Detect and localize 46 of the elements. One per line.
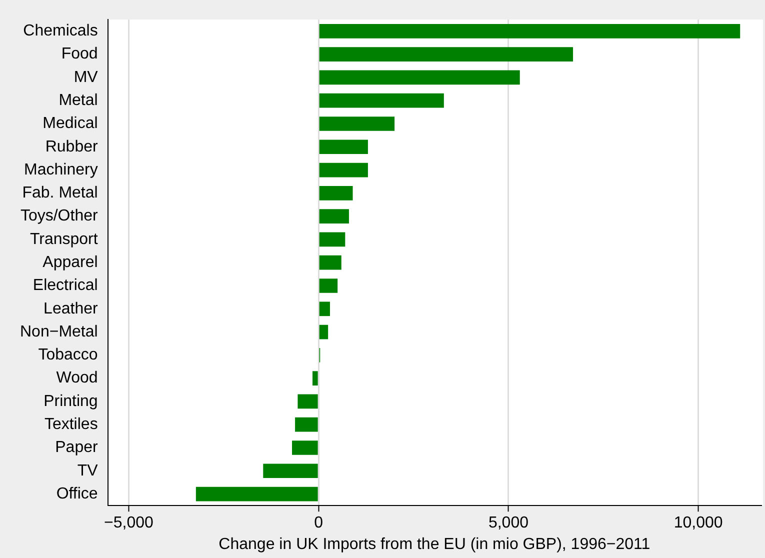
y-tick-label: Leather xyxy=(44,300,98,318)
y-tick-label: Medical xyxy=(42,115,98,132)
bar xyxy=(298,394,318,409)
y-tick-label: Food xyxy=(61,46,98,63)
y-tick-label: Tobacco xyxy=(38,346,98,364)
y-tick-label: Non−Metal xyxy=(20,323,98,340)
bar xyxy=(319,302,330,316)
y-tick-label: Transport xyxy=(30,230,98,248)
bar xyxy=(263,464,318,478)
x-tick-label: 10,000 xyxy=(674,514,723,532)
y-tick-label: Wood xyxy=(56,370,98,387)
bar xyxy=(319,278,338,293)
y-tick-label: Electrical xyxy=(32,277,98,294)
y-tick-label: Textiles xyxy=(44,416,98,434)
bar xyxy=(319,70,520,85)
bar xyxy=(319,140,368,154)
y-tick-label: Metal xyxy=(58,92,98,110)
y-tick-label: Rubber xyxy=(45,138,98,156)
y-tick-label: Chemicals xyxy=(23,22,98,40)
bar xyxy=(196,486,318,502)
bar xyxy=(319,186,353,200)
bar xyxy=(312,371,318,386)
y-tick-label: Fab. Metal xyxy=(22,184,98,202)
y-tick-label: Toys/Other xyxy=(20,208,98,225)
y-tick-label: Office xyxy=(56,485,98,502)
x-axis-title: Change in UK Imports from the EU (in mio GBP), 1996−2011 xyxy=(218,536,650,553)
bar xyxy=(319,209,349,224)
y-tick-label: MV xyxy=(74,68,98,86)
bar xyxy=(319,47,574,62)
y-tick-label: Paper xyxy=(55,439,98,456)
y-tick-label: Apparel xyxy=(42,254,98,272)
bar xyxy=(319,116,395,131)
y-tick-label: TV xyxy=(77,462,98,480)
x-tick-label: −5,000 xyxy=(104,514,154,532)
bar xyxy=(319,324,328,340)
bar xyxy=(319,93,444,108)
y-tick-label: Printing xyxy=(44,392,98,410)
bar xyxy=(319,255,342,270)
bar xyxy=(319,232,346,247)
bar xyxy=(319,24,740,38)
bar xyxy=(295,417,318,432)
bar xyxy=(292,440,318,455)
x-tick-label: 0 xyxy=(314,514,324,532)
bar xyxy=(319,162,368,178)
y-tick-label: Machinery xyxy=(24,161,98,178)
x-tick-label: 5,000 xyxy=(488,514,529,532)
